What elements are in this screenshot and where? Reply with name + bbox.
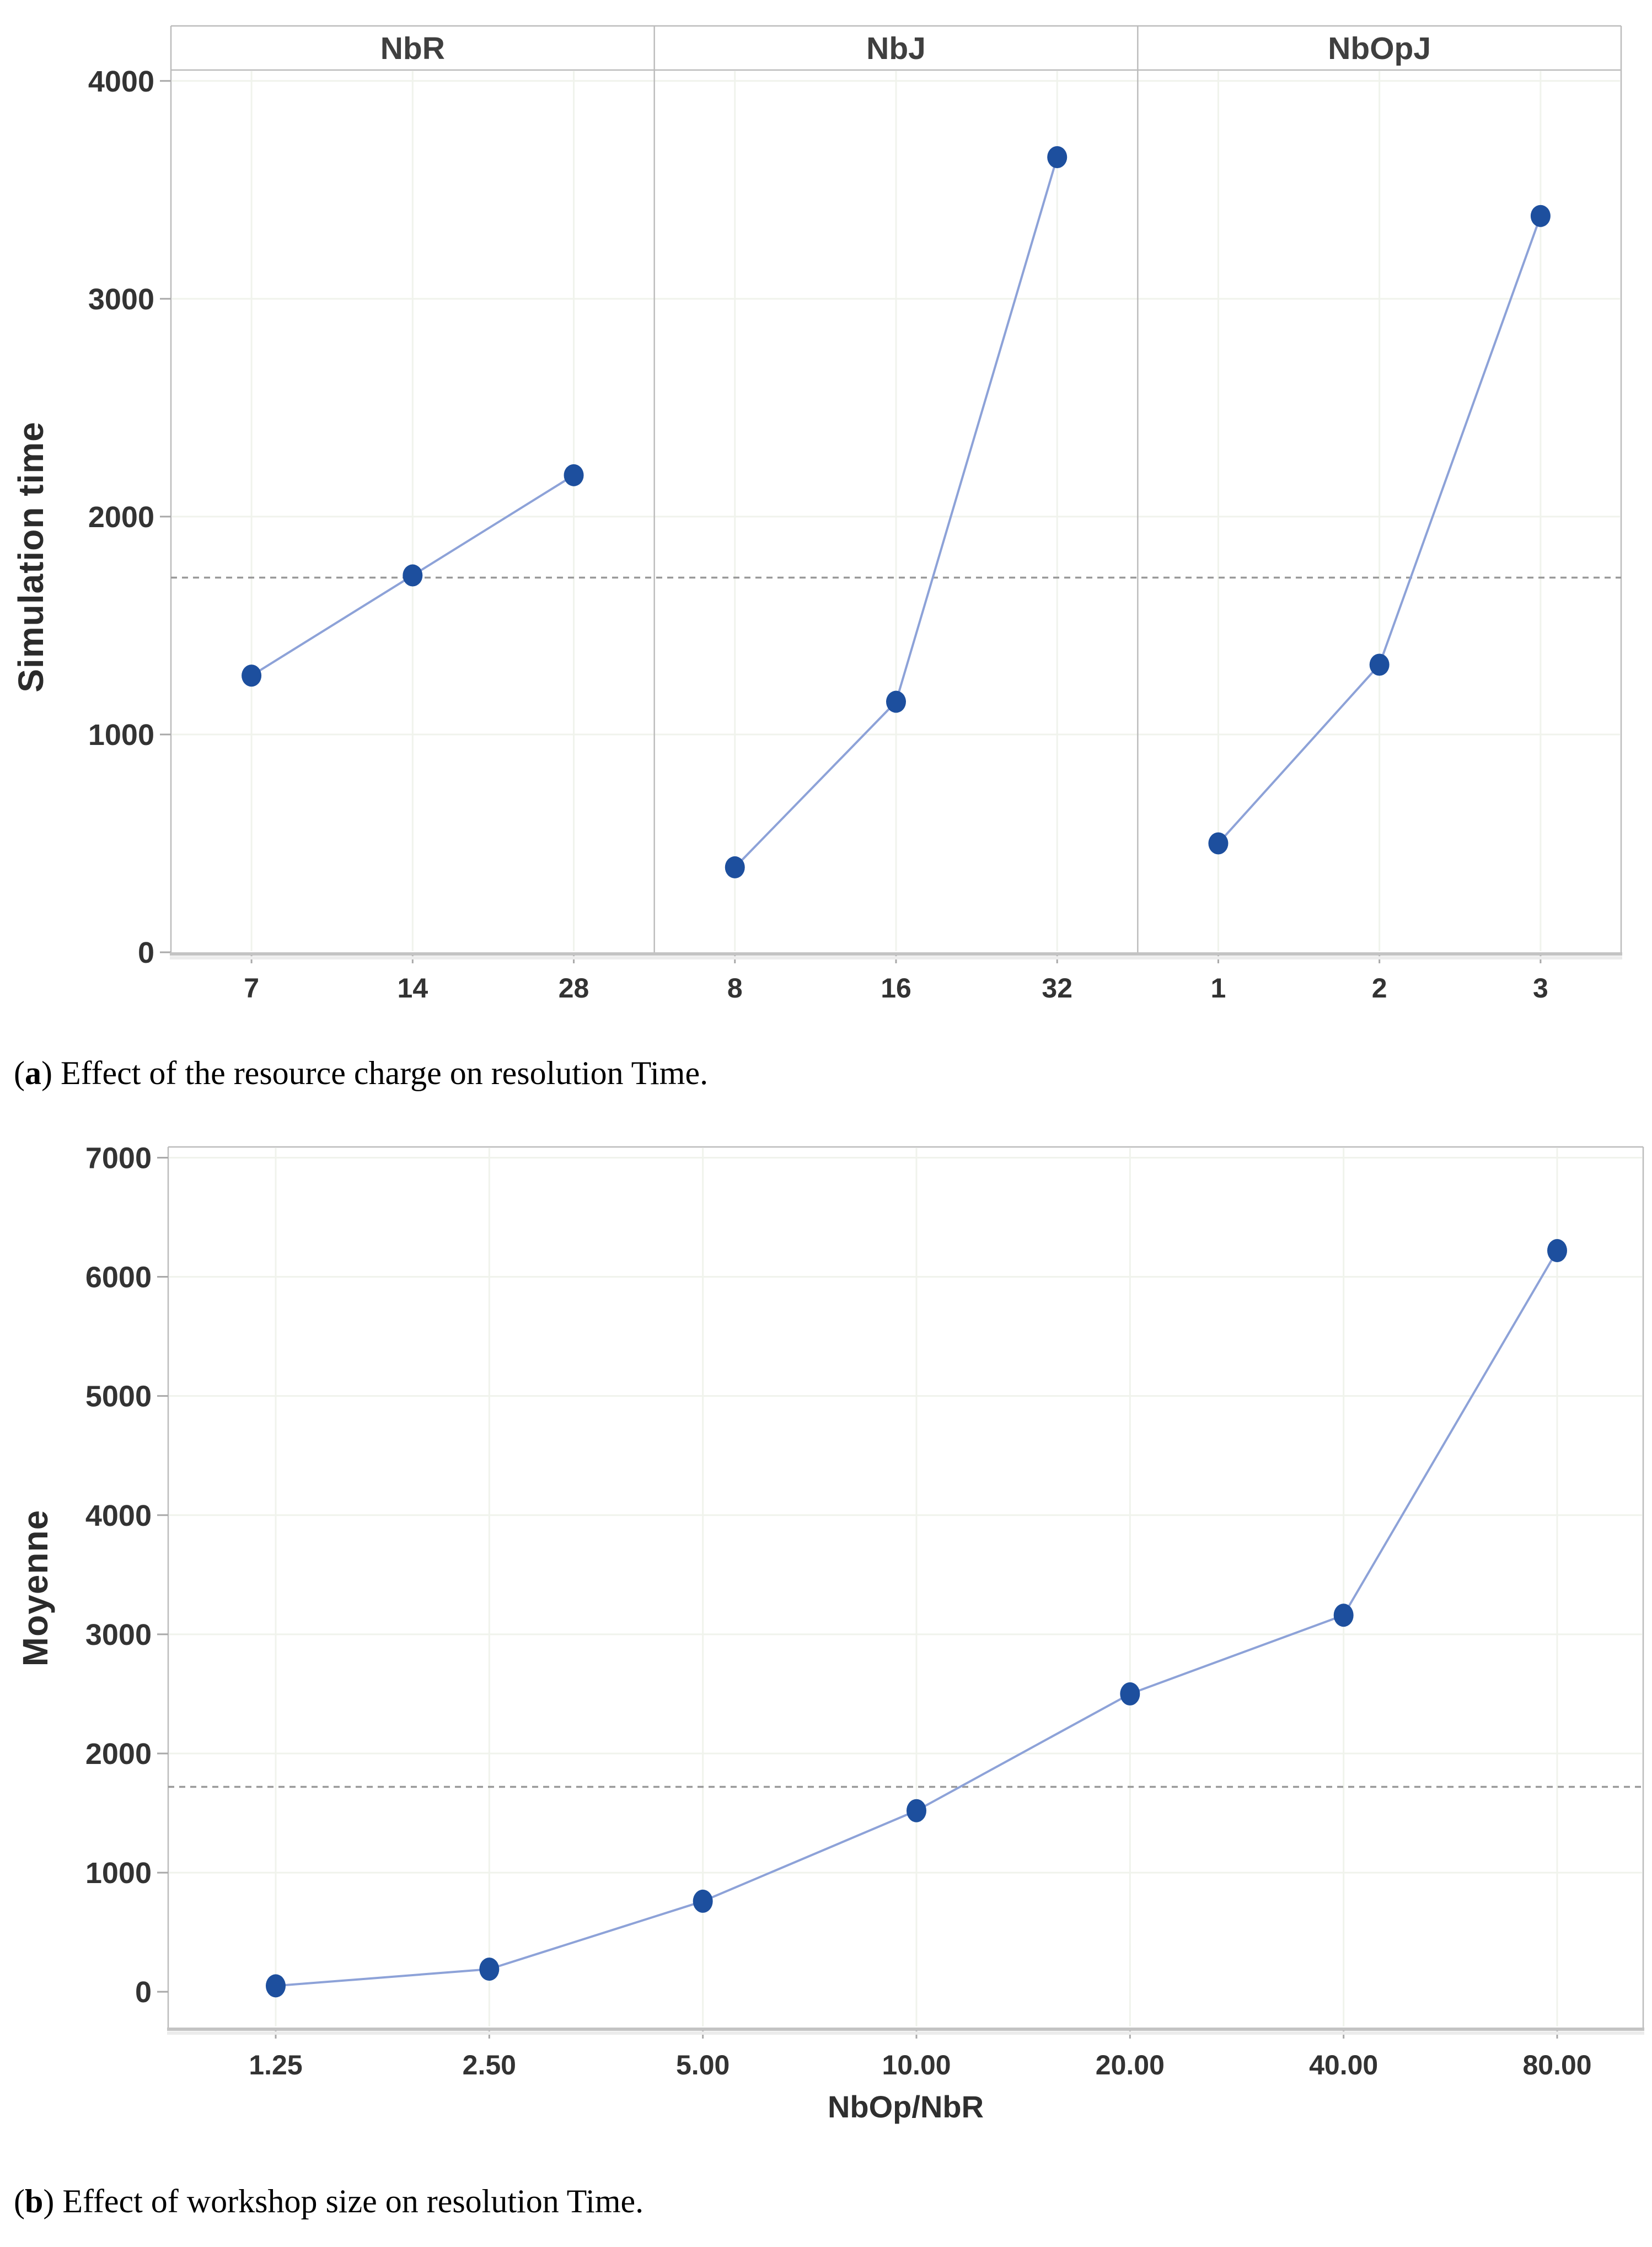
data-point bbox=[1530, 205, 1551, 227]
caption-a: (a) Effect of the resource charge on res… bbox=[14, 1054, 708, 1092]
x-tick-label: 2 bbox=[1372, 973, 1387, 1004]
y-tick-label: 7000 bbox=[85, 1141, 152, 1175]
y-tick-label: 5000 bbox=[85, 1380, 152, 1413]
main-effects-plot: 0 1000 2000 3000 4000 7 14 28 NbR 8 16 32 NbJ 1 2 3 NbOp… bbox=[88, 25, 1622, 1004]
data-point bbox=[564, 464, 584, 486]
y-tick-label: 3000 bbox=[85, 1618, 152, 1651]
x-axis-title: NbOp/NbR bbox=[828, 2089, 984, 2124]
x-tick-label: 5.00 bbox=[676, 2050, 730, 2080]
y-tick-label: 4000 bbox=[88, 65, 154, 98]
data-point bbox=[1047, 146, 1068, 169]
y-tick-label: 3000 bbox=[88, 283, 154, 316]
data-point bbox=[693, 1889, 713, 1913]
data-point bbox=[1547, 1239, 1567, 1263]
x-tick-label: 32 bbox=[1042, 973, 1072, 1004]
data-point bbox=[242, 664, 262, 687]
x-tick-label: 7 bbox=[244, 973, 259, 1004]
x-tick-label: 20.00 bbox=[1096, 2050, 1165, 2080]
caption-b-text: ) Effect of workshop size on resolution … bbox=[43, 2183, 644, 2219]
caption-a-letter: a bbox=[24, 1055, 41, 1091]
data-point bbox=[479, 1958, 500, 1981]
y-tick-label: 0 bbox=[138, 936, 154, 969]
data-point bbox=[725, 856, 745, 878]
data-point bbox=[266, 1974, 286, 1998]
data-point bbox=[1120, 1682, 1140, 1706]
data-point bbox=[907, 1799, 926, 1822]
panel-header-label: NbJ bbox=[866, 31, 926, 66]
caption-b-letter: b bbox=[24, 2183, 44, 2219]
data-point bbox=[403, 564, 423, 587]
y-tick-label: 1000 bbox=[88, 718, 154, 752]
data-point bbox=[886, 690, 906, 713]
y-tick-label: 6000 bbox=[85, 1261, 152, 1294]
x-tick-label: 10.00 bbox=[882, 2050, 951, 2080]
x-tick-label: 1 bbox=[1211, 973, 1226, 1004]
x-tick-label: 1.25 bbox=[249, 2050, 302, 2080]
data-point bbox=[1369, 653, 1390, 676]
y-tick-label: 2000 bbox=[88, 501, 154, 534]
caption-b: (b) Effect of workshop size on resolutio… bbox=[14, 2182, 643, 2221]
x-tick-label: 80.00 bbox=[1522, 2050, 1591, 2080]
data-point bbox=[1208, 832, 1229, 855]
caption-b-open: ( bbox=[14, 2183, 25, 2219]
x-tick-label: 8 bbox=[727, 973, 743, 1004]
x-tick-label: 40.00 bbox=[1309, 2050, 1378, 2080]
caption-a-open: ( bbox=[14, 1055, 25, 1091]
y-tick-label: 2000 bbox=[85, 1737, 152, 1771]
x-tick-label: 3 bbox=[1533, 973, 1548, 1004]
y-tick-label: 1000 bbox=[85, 1857, 152, 1890]
x-tick-label: 14 bbox=[398, 973, 428, 1004]
x-tick-label: 2.50 bbox=[463, 2050, 516, 2080]
y-tick-label: 4000 bbox=[85, 1499, 152, 1532]
workshop-size-line-chart: 0 1000 2000 3000 4000 5000 6000 7000 1.25 2.50 5.0… bbox=[85, 1141, 1644, 2124]
panel-header-label: NbR bbox=[380, 31, 445, 66]
y-tick-label: 0 bbox=[135, 1976, 152, 2009]
data-point bbox=[1333, 1604, 1354, 1627]
x-tick-label: 28 bbox=[559, 973, 589, 1004]
panel-header-label: NbOpJ bbox=[1328, 31, 1431, 66]
caption-a-text: ) Effect of the resource charge on resol… bbox=[41, 1055, 709, 1091]
x-tick-label: 16 bbox=[881, 973, 911, 1004]
